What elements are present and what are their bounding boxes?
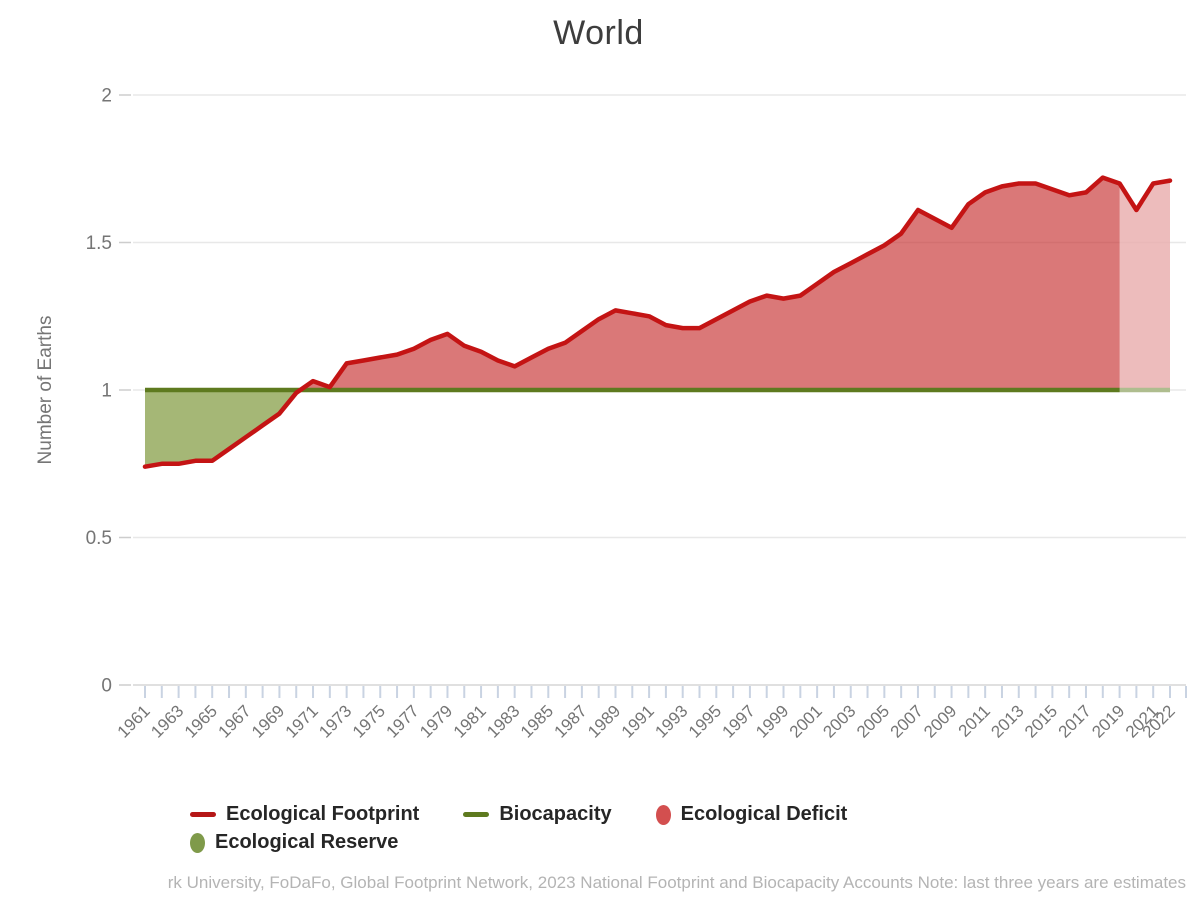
x-axis-label: 1995 [685, 701, 725, 741]
legend-item-ecological-deficit[interactable]: Ecological Deficit [655, 803, 848, 826]
y-axis-label: 0 [101, 676, 112, 697]
x-axis-label: 1961 [114, 701, 154, 741]
x-axis-label: 1973 [315, 701, 355, 741]
x-axis-label: 2003 [819, 701, 859, 741]
x-axis-label: 1965 [181, 701, 221, 741]
y-axis-label: 1.5 [86, 233, 112, 254]
legend-label: Ecological Footprint [226, 803, 420, 825]
data-source-attribution: rk University, FoDaFo, Global Footprint … [167, 873, 1186, 892]
chart-title: World [553, 14, 644, 52]
legend-ellipse-swatch-2 [655, 804, 671, 825]
x-axis-label: 1985 [517, 701, 557, 741]
legend-label: Biocapacity [499, 803, 612, 825]
x-axis-label: 1983 [483, 701, 523, 741]
x-axis-label: 1977 [382, 701, 422, 741]
x-axis-label: 2009 [920, 701, 960, 741]
y-axis-label: 0.5 [86, 528, 112, 549]
x-axis-label: 2005 [853, 701, 893, 741]
legend-line-swatch-0 [190, 812, 216, 817]
x-axis-label: 2007 [887, 701, 927, 741]
x-axis-label: 2011 [955, 701, 994, 740]
x-axis-label: 1989 [584, 701, 624, 741]
y-axis-label: 1 [101, 381, 112, 402]
ecological-deficit-area [300, 177, 1170, 390]
x-axis-label: 2015 [1021, 701, 1061, 741]
x-axis-label: 1981 [450, 701, 490, 741]
x-axis-label: 1993 [651, 701, 691, 741]
x-axis-label: 1971 [282, 701, 322, 741]
legend-item-ecological-footprint[interactable]: Ecological Footprint [190, 803, 419, 826]
x-axis-label: 1975 [349, 701, 389, 741]
x-axis-label: 2017 [1055, 701, 1095, 741]
x-axis-label: 2001 [786, 701, 826, 741]
chart-legend: Ecological Footprint Biocapacity Ecologica… [190, 803, 1002, 854]
x-axis-label: 1979 [416, 701, 456, 741]
x-axis-label: 1987 [551, 701, 591, 741]
x-axis-label: 1967 [214, 701, 254, 741]
x-axis-label: 2019 [1088, 701, 1128, 741]
legend-line-swatch-1 [463, 812, 490, 817]
x-axis-label: 1997 [719, 701, 759, 741]
x-axis-label: 1963 [147, 701, 187, 741]
x-axis-label: 1999 [752, 701, 792, 741]
legend-label: Ecological Reserve [215, 831, 399, 853]
legend-ellipse-swatch-3 [190, 832, 205, 853]
estimates-band [1119, 100, 1170, 394]
x-axis-label: 2013 [987, 701, 1027, 741]
legend-item-biocapacity[interactable]: Biocapacity [463, 803, 612, 826]
ecological-footprint-chart: 00.511.521961196319651967196919711973197… [86, 86, 1187, 742]
x-axis-label: 1991 [618, 701, 658, 741]
legend-label: Ecological Deficit [680, 803, 848, 825]
x-axis-label: 1969 [248, 701, 288, 741]
ecological-reserve-area [145, 390, 301, 467]
ecological-footprint-line [142, 175, 1173, 469]
y-axis-label: 2 [101, 86, 112, 107]
legend-item-ecological-reserve[interactable]: Ecological Reserve [190, 831, 398, 854]
